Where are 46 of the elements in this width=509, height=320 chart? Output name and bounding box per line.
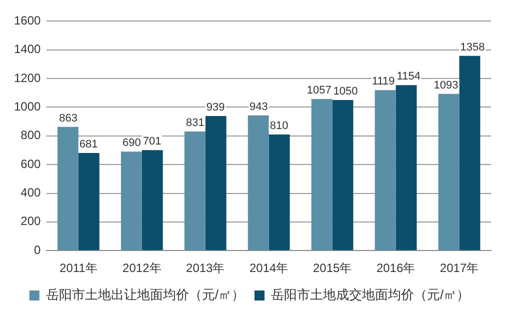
data-label: 1057 (306, 84, 332, 97)
bar (78, 152, 100, 250)
bar (57, 126, 78, 250)
data-label: 701 (142, 136, 162, 148)
x-tick-label: 2016年 (376, 261, 416, 276)
bar (459, 56, 480, 250)
y-tick-label: 1400 (14, 42, 42, 56)
bar (268, 134, 290, 250)
bar (396, 85, 417, 250)
y-tick-label: 1200 (14, 70, 42, 85)
data-label: 690 (122, 137, 141, 150)
x-tick-label: 2013年 (186, 261, 225, 276)
data-label: 1050 (333, 86, 358, 98)
bar (438, 94, 460, 250)
data-label: 1154 (396, 70, 420, 83)
x-tick-label: 2017年 (440, 261, 479, 276)
y-tick-label: 1600 (14, 14, 42, 28)
data-label: 831 (186, 116, 204, 129)
y-tick-label: 200 (20, 214, 42, 228)
bar (332, 100, 354, 250)
y-tick-label: 600 (20, 156, 42, 171)
legend-label: 岳阳市土地出让地面均价（元/㎡） (46, 287, 245, 302)
y-tick-label: 0 (34, 242, 42, 257)
x-tick-label: 2012年 (122, 261, 162, 276)
x-tick-label: 2015年 (312, 261, 352, 276)
bar (120, 152, 142, 250)
data-label: 1358 (460, 41, 485, 54)
bar (248, 115, 269, 250)
bar (205, 116, 226, 250)
data-label: 1119 (372, 76, 395, 88)
x-tick-label: 2014年 (249, 261, 288, 276)
data-label: 681 (79, 138, 98, 150)
bar (184, 131, 206, 250)
data-label: 1093 (434, 79, 458, 92)
bar (311, 99, 332, 250)
y-tick-label: 400 (20, 186, 42, 200)
x-tick-label: 2011年 (60, 261, 98, 276)
legend-label: 岳阳市土地成交地面均价（元/㎡） (271, 287, 470, 302)
data-label: 943 (249, 100, 268, 113)
bar (374, 90, 396, 250)
bar (142, 150, 163, 250)
data-label: 939 (206, 102, 225, 114)
y-tick-label: 800 (20, 128, 42, 142)
y-tick-label: 1000 (14, 100, 42, 114)
data-label: 863 (59, 112, 78, 124)
data-label: 810 (270, 120, 288, 132)
